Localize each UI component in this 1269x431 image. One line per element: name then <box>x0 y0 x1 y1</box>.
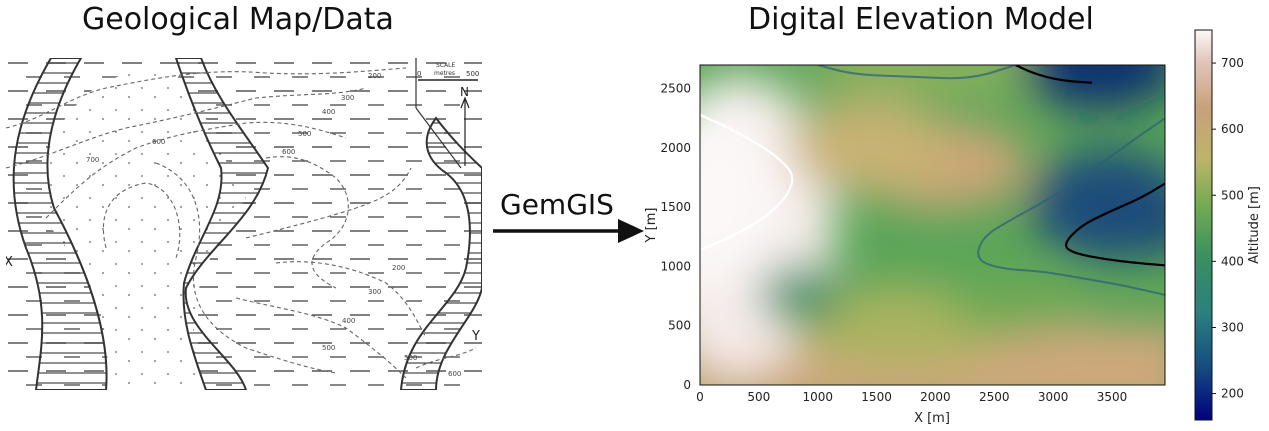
x-tick-label: 1500 <box>861 390 892 404</box>
arrow-label: GemGIS <box>500 188 614 221</box>
y-tick-label: 2000 <box>660 141 691 155</box>
contour-label: 500 <box>322 344 335 352</box>
colorbar-label: Altitude [m] <box>1247 186 1262 264</box>
contour-label: 700 <box>86 156 99 164</box>
contour-label: 400 <box>342 317 355 325</box>
x-tick-label: 0 <box>696 390 704 404</box>
contour-line-700 <box>700 113 794 251</box>
x-tick-label: 3500 <box>1097 390 1128 404</box>
colorbar-tick-label: 600 <box>1221 122 1244 136</box>
colorbar-tick-label: 300 <box>1221 320 1244 334</box>
map-scale-bar: SCALE metres 0 500 <box>415 58 479 169</box>
svg-text:0: 0 <box>417 70 421 78</box>
y-tick-label: 1000 <box>660 259 691 273</box>
x-axis-label: X [m] <box>914 411 950 426</box>
map-unit-dotted-fill <box>44 72 246 390</box>
dem-chart: 0 500 1000 1500 2000 2500 3000 3500 0 500 1000 150… <box>644 29 1262 426</box>
map-layer-hatched-right <box>399 116 482 390</box>
geological-map: 200 300 400 500 600 700 200 300 400 500 … <box>6 58 482 390</box>
x-tick-label: 2000 <box>920 390 951 404</box>
contour-label: 300 <box>341 94 354 102</box>
contour-label: 500 <box>298 130 311 138</box>
contour-label: 600 <box>282 148 295 156</box>
contour-label: 500 <box>404 354 417 362</box>
contour-label: 600 <box>152 138 165 146</box>
contour-label: 400 <box>322 108 335 116</box>
dem-title: Digital Elevation Model <box>748 2 1094 37</box>
x-tick-label: 3000 <box>1038 390 1069 404</box>
colorbar-tick-label: 500 <box>1221 188 1244 202</box>
y-tick-label: 2500 <box>660 82 691 96</box>
colorbar-tick-label: 400 <box>1221 254 1244 268</box>
x-tick-label: 1000 <box>802 390 833 404</box>
y-tick-label: 0 <box>683 378 691 392</box>
colorbar <box>1194 29 1213 421</box>
map-contours <box>6 67 477 379</box>
plot-frame <box>699 64 1166 386</box>
svg-text:N: N <box>460 85 469 99</box>
contour-line-200 <box>1015 65 1093 84</box>
x-tick-label: 2500 <box>979 390 1010 404</box>
colorbar-tick-label: 700 <box>1221 56 1244 70</box>
map-layer-hatched-middle <box>174 58 270 390</box>
geological-map-title: Geological Map/Data <box>82 2 394 37</box>
contour-label: 200 <box>368 72 381 80</box>
map-layer-hatched-left <box>12 58 108 390</box>
svg-text:metres: metres <box>434 70 455 77</box>
y-axis-label: Y [m] <box>644 208 659 244</box>
contour-line-300 <box>817 65 1016 80</box>
section-end-label: Y <box>471 329 480 344</box>
svg-text:500: 500 <box>466 70 479 78</box>
colorbar-tick-label: 200 <box>1221 387 1244 401</box>
x-tick-label: 500 <box>747 390 770 404</box>
contour-label: 600 <box>448 370 461 378</box>
right-arrow-icon <box>493 219 644 243</box>
contour-line-300 <box>977 117 1165 296</box>
contour-label: 200 <box>392 264 405 272</box>
svg-text:SCALE: SCALE <box>436 62 455 69</box>
y-tick-label: 500 <box>668 319 691 333</box>
north-arrow-icon: N <box>460 85 470 166</box>
section-start-label: X <box>6 255 13 270</box>
dem-terrain-blobs <box>700 65 1165 385</box>
contour-label: 300 <box>368 288 381 296</box>
y-tick-label: 1500 <box>660 200 691 214</box>
contour-line-200 <box>1065 182 1165 267</box>
